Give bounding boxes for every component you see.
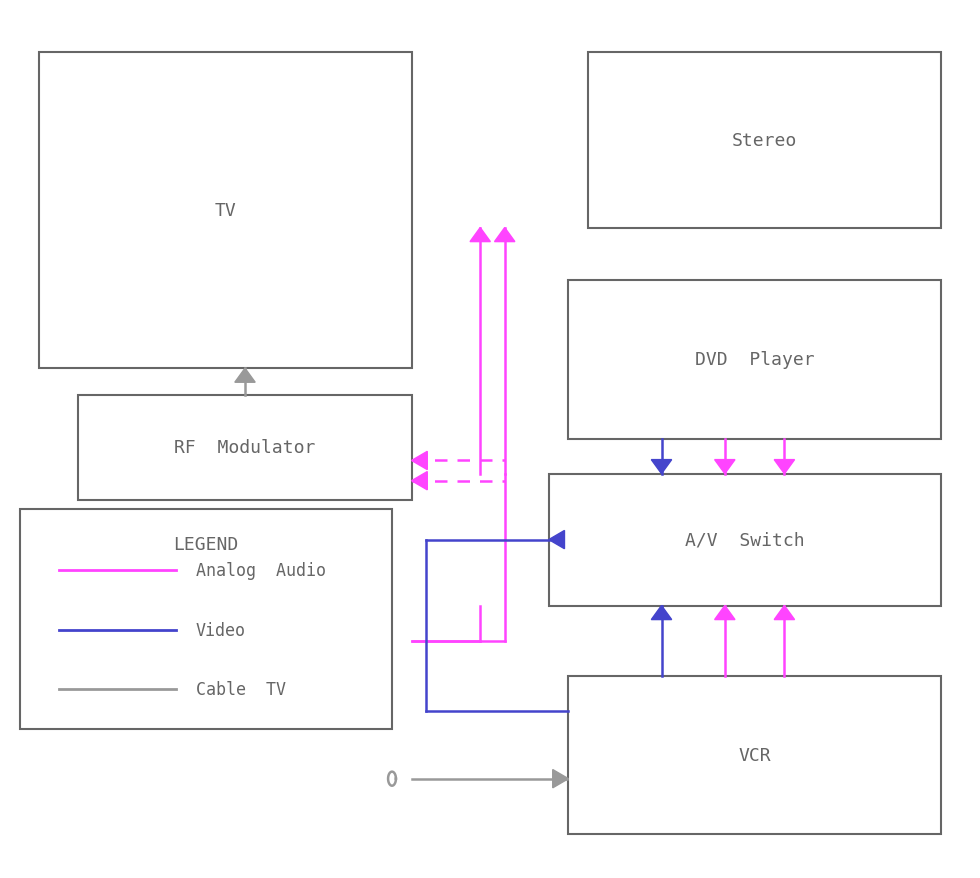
Polygon shape bbox=[549, 531, 564, 549]
Text: Cable  TV: Cable TV bbox=[196, 680, 286, 698]
Text: RF  Modulator: RF Modulator bbox=[174, 439, 316, 457]
Polygon shape bbox=[774, 460, 795, 474]
Polygon shape bbox=[652, 460, 671, 474]
Polygon shape bbox=[412, 452, 427, 470]
Bar bbox=[78, 395, 412, 500]
Bar bbox=[549, 474, 941, 606]
Bar bbox=[568, 281, 941, 439]
Polygon shape bbox=[470, 228, 490, 242]
Polygon shape bbox=[714, 460, 735, 474]
Text: LEGEND: LEGEND bbox=[173, 536, 238, 553]
Polygon shape bbox=[235, 369, 255, 383]
Bar bbox=[568, 676, 941, 834]
Polygon shape bbox=[412, 472, 427, 490]
Text: TV: TV bbox=[215, 202, 236, 220]
Text: A/V  Switch: A/V Switch bbox=[685, 531, 805, 549]
Text: Video: Video bbox=[196, 621, 246, 639]
Text: VCR: VCR bbox=[738, 746, 771, 764]
Polygon shape bbox=[714, 606, 735, 620]
Bar bbox=[39, 53, 412, 369]
Text: DVD  Player: DVD Player bbox=[695, 351, 814, 369]
Polygon shape bbox=[652, 606, 671, 620]
Polygon shape bbox=[553, 770, 568, 788]
Polygon shape bbox=[774, 606, 795, 620]
Bar bbox=[20, 509, 392, 729]
Text: Analog  Audio: Analog Audio bbox=[196, 562, 326, 579]
Polygon shape bbox=[495, 228, 514, 242]
Bar bbox=[588, 53, 941, 228]
Text: Stereo: Stereo bbox=[732, 132, 797, 149]
